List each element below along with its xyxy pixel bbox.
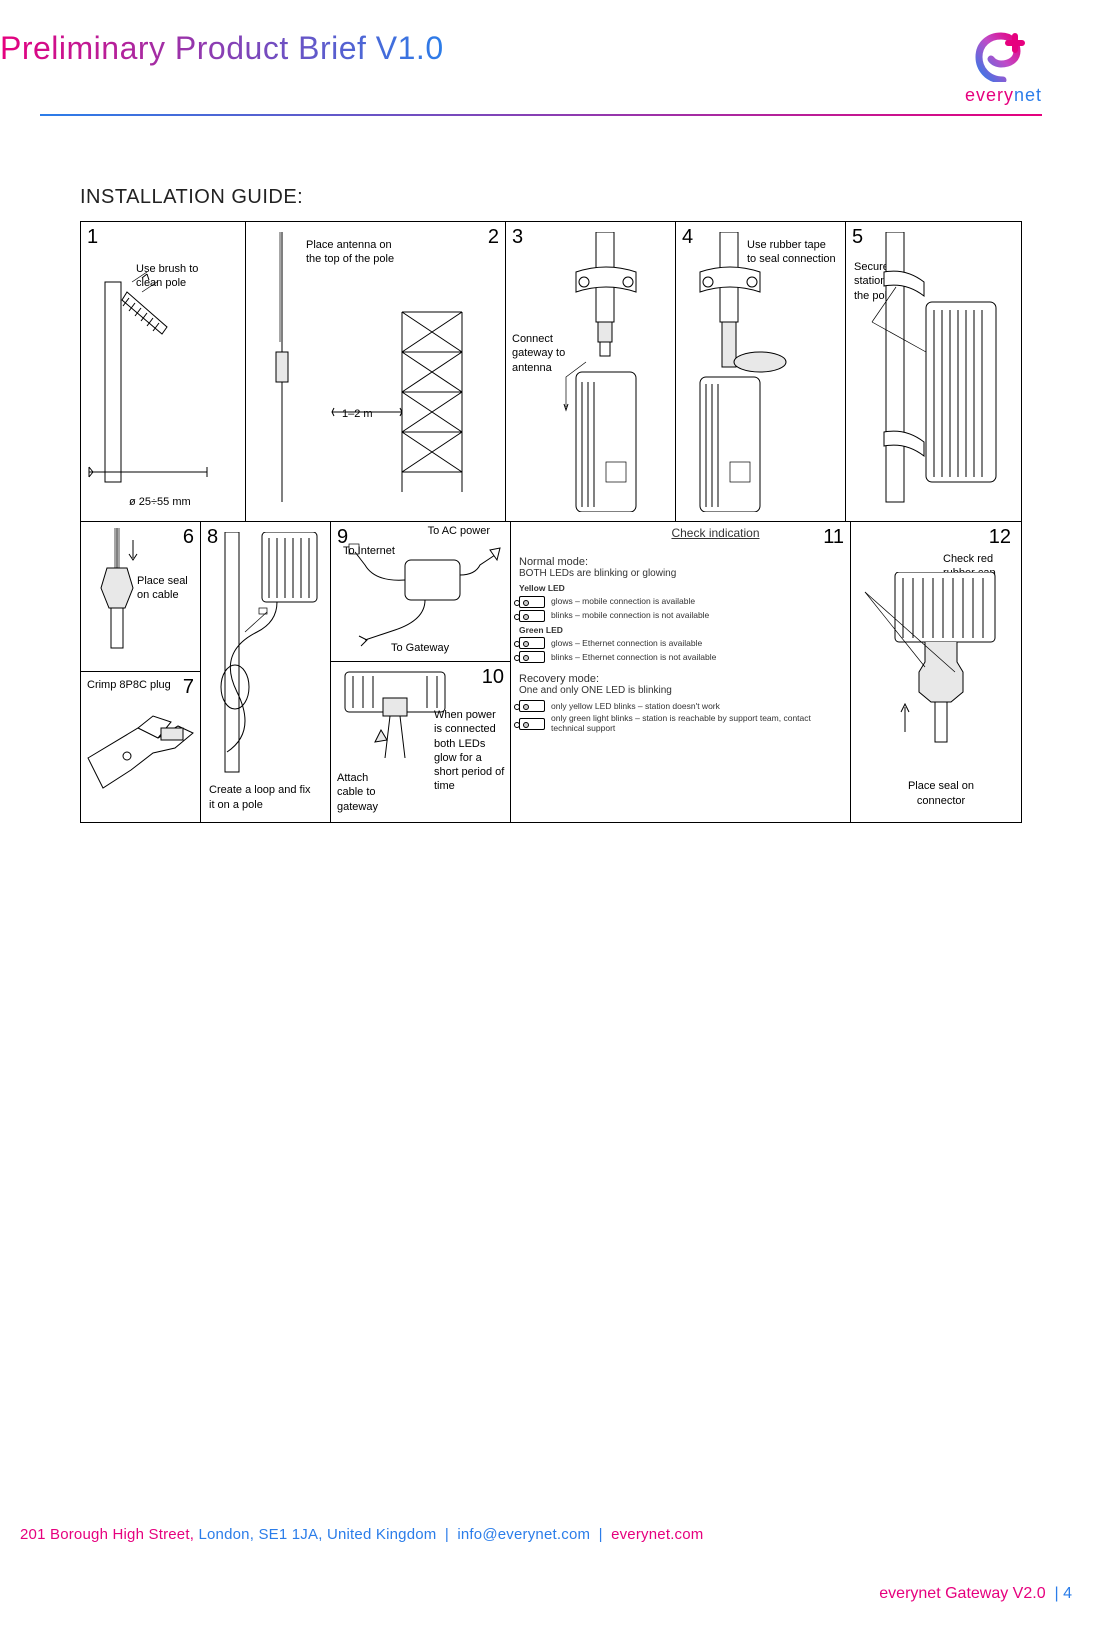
step-2: 2 Place antenna on the top of the pole [246, 222, 506, 522]
step-illustration [83, 698, 198, 818]
step-illustration [855, 572, 1015, 772]
section-title: INSTALLATION GUIDE: [80, 186, 1062, 209]
step-caption-b: Place seal on connector [891, 779, 991, 808]
logo-mark-icon [975, 30, 1031, 82]
footer-site: everynet.com [611, 1526, 703, 1543]
led-icon [519, 596, 545, 608]
page-footer: 201 Borough High Street, London, SE1 1JA… [0, 1526, 1062, 1543]
recovery-mode-title: Recovery mode: [519, 673, 844, 685]
led-icon [519, 718, 545, 730]
steps-6-7: 6 Place seal on cable 7 Crimp 8P8C plug [81, 522, 201, 822]
step-illustration [252, 232, 502, 512]
led-state: only green light blinks – station is rea… [551, 714, 844, 733]
led-state: glows – mobile connection is available [551, 597, 695, 606]
step-illustration [87, 272, 237, 512]
step-10: 10 Attach cable to gateway When power is… [331, 662, 510, 822]
step-3: 3 Connect gateway to antenna [506, 222, 676, 522]
led-state: blinks – Ethernet connection is not avai… [551, 653, 716, 662]
label-attach: Attach cable to gateway [337, 771, 383, 814]
brand-name: everynet [965, 85, 1042, 106]
step-1: 1 Use brush to clean pole ø 25÷55 mm [81, 222, 246, 522]
footer-address: 201 Borough High Street, London, SE1 1JA… [20, 1526, 436, 1543]
led-state: blinks – mobile connection is not availa… [551, 611, 709, 620]
led-icon [519, 700, 545, 712]
brand-logo: everynet [965, 30, 1042, 106]
step-5: 5 Secure station on the pole [846, 222, 1021, 522]
step-illustration [546, 232, 676, 512]
label-leds: When power is connected both LEDs glow f… [434, 708, 506, 794]
indication-body: Normal mode: BOTH LEDs are blinking or g… [519, 552, 844, 735]
normal-mode-title: Normal mode: [519, 556, 844, 568]
step-illustration [680, 232, 840, 512]
step-number: 1 [87, 226, 98, 249]
step-dimension: ø 25÷55 mm [129, 495, 191, 509]
led-icon [519, 610, 545, 622]
step-illustration [207, 532, 327, 782]
step-6: 6 Place seal on cable [81, 522, 200, 672]
page-number: everynet Gateway V2.0 | 4 [879, 1585, 1072, 1603]
step-8: 8 Create a loop and fix it on a pole [201, 522, 331, 822]
page-title: Preliminary Product Brief V1.0 [0, 30, 444, 67]
step-9: 9 To AC power To Internet To Gateway [331, 522, 510, 662]
label-ac: To AC power [428, 524, 490, 538]
step-caption: Create a loop and fix it on a pole [209, 783, 319, 812]
normal-mode-sub: BOTH LEDs are blinking or glowing [519, 568, 844, 579]
green-led-title: Green LED [519, 625, 844, 636]
installation-guide-grid: 1 Use brush to clean pole ø 25÷55 mm 2 [80, 221, 1022, 823]
recovery-mode-sub: One and only ONE LED is blinking [519, 685, 844, 696]
step-dimension: 1–2 m [342, 407, 373, 421]
step-illustration [335, 540, 507, 655]
led-icon [519, 651, 545, 663]
yellow-led-title: Yellow LED [519, 583, 844, 594]
step-number: 5 [852, 226, 863, 249]
step-number: 3 [512, 226, 523, 249]
led-state: only yellow LED blinks – station doesn't… [551, 702, 720, 711]
led-state: glows – Ethernet connection is available [551, 639, 702, 648]
check-indication-title: Check indication [591, 526, 840, 540]
led-icon [519, 637, 545, 649]
footer-email: info@everynet.com [457, 1526, 590, 1543]
step-11: 11 Check indication Normal mode: BOTH LE… [511, 522, 851, 822]
step-caption: Crimp 8P8C plug [87, 678, 171, 692]
step-caption: Place seal on cable [137, 574, 193, 603]
step-4: 4 Use rubber tape to seal connection [676, 222, 846, 522]
header-divider [40, 114, 1042, 116]
step-number: 12 [989, 526, 1011, 549]
step-illustration [866, 232, 1016, 512]
steps-9-10: 9 To AC power To Internet To Gateway [331, 522, 511, 822]
step-7: 7 Crimp 8P8C plug [81, 672, 200, 822]
step-number: 7 [183, 676, 194, 699]
step-12: 12 Check red rubber cap [851, 522, 1021, 822]
step-number: 10 [482, 666, 504, 689]
